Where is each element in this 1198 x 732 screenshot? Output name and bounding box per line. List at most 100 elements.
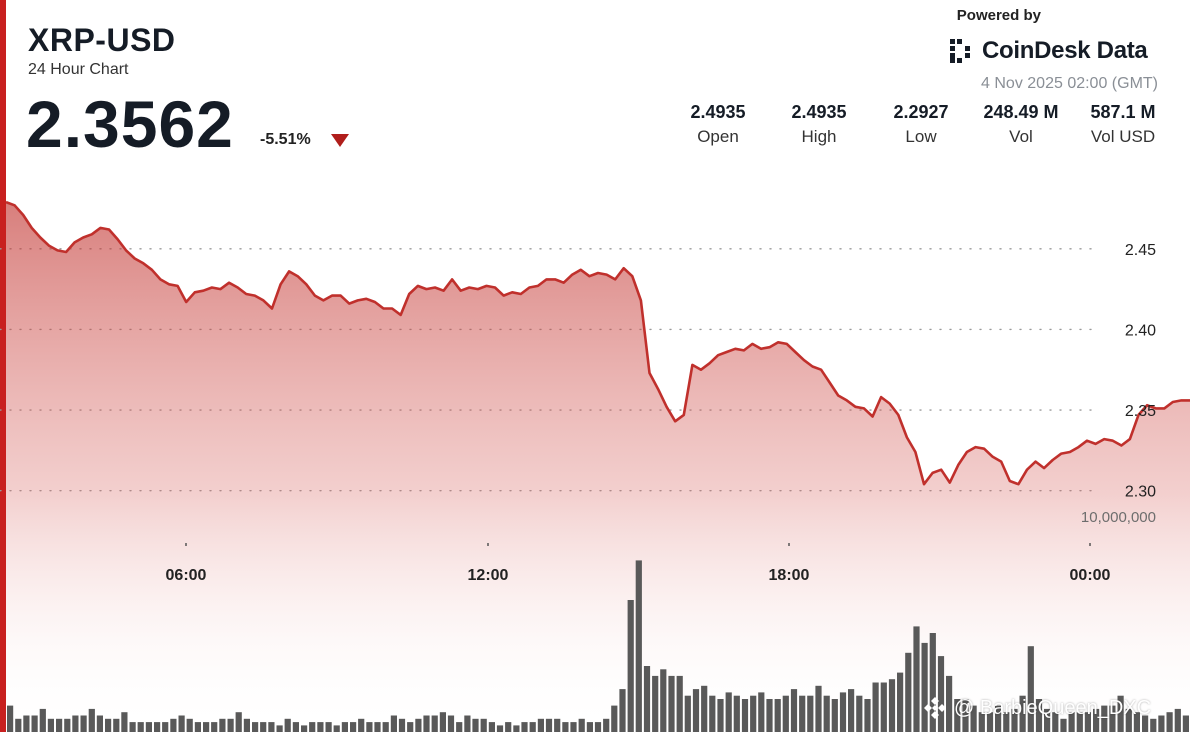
x-tick-label: 00:00 xyxy=(1070,567,1111,584)
volume-bar xyxy=(1101,705,1108,732)
volume-bar xyxy=(570,722,577,732)
y-tick-label: 2.30 xyxy=(1125,484,1156,501)
volume-bar xyxy=(1011,708,1018,732)
volume-bar xyxy=(309,722,316,732)
pair-title: XRP-USD xyxy=(28,22,176,58)
volume-bar xyxy=(831,699,838,732)
volume-bar xyxy=(1182,715,1189,732)
volume-bar xyxy=(717,699,724,732)
volume-bar xyxy=(676,675,683,732)
volume-bar xyxy=(325,722,332,732)
volume-bar xyxy=(946,675,953,732)
chart-timestamp: 4 Nov 2025 02:00 (GMT) xyxy=(981,75,1158,92)
price-series-line xyxy=(5,200,1190,486)
volume-bar xyxy=(284,718,291,732)
volume-bar xyxy=(562,722,569,732)
powered-by-label: Powered by xyxy=(956,7,1041,24)
stat-vol: 248.49 M Vol xyxy=(966,100,1076,150)
volume-bar xyxy=(398,718,406,732)
volume-bar xyxy=(782,695,789,732)
volume-bar xyxy=(64,718,71,732)
volume-bar xyxy=(978,712,985,732)
volume-bar xyxy=(872,682,879,732)
volume-bar xyxy=(921,642,928,732)
stat-vol-usd: 587.1 M Vol USD xyxy=(1068,100,1178,150)
volume-bar xyxy=(203,722,210,732)
volume-bar xyxy=(725,692,732,732)
volume-bar xyxy=(545,718,553,732)
volume-bar xyxy=(537,718,544,732)
volume-bar xyxy=(611,705,618,732)
volume-bar xyxy=(447,715,455,732)
volume-bar xyxy=(39,708,46,732)
volume-bar xyxy=(741,699,749,732)
stat-label: Vol xyxy=(1009,127,1033,146)
volume-bar xyxy=(178,715,185,732)
volume-bar xyxy=(47,718,54,732)
x-tick-label: 18:00 xyxy=(769,567,810,584)
volume-bar xyxy=(276,725,283,732)
stat-value: 2.4935 xyxy=(690,102,746,122)
volume-bar xyxy=(431,715,438,732)
volume-bar xyxy=(521,722,528,732)
volume-bar xyxy=(219,718,226,732)
volume-bar xyxy=(529,722,536,732)
volume-bar xyxy=(292,722,299,732)
volume-bar xyxy=(823,695,830,732)
volume-bar xyxy=(594,722,602,732)
volume-bar xyxy=(252,722,259,732)
volume-bar xyxy=(1093,708,1100,732)
volume-bar xyxy=(937,656,945,732)
volume-bar xyxy=(154,722,161,732)
volume-bar xyxy=(970,705,977,732)
volume-bar xyxy=(897,672,904,732)
stat-value: 2.2927 xyxy=(893,102,949,122)
volume-bar xyxy=(423,715,430,732)
stat-low: 2.2927 Low xyxy=(866,100,976,150)
volume-bar xyxy=(317,722,324,732)
volume-bar xyxy=(1044,708,1051,732)
volume-bar xyxy=(766,699,773,732)
volume-scale-label: 10,000,000 xyxy=(1081,509,1156,526)
volume-bar xyxy=(15,718,22,732)
volume-bar xyxy=(603,718,610,732)
volume-bar xyxy=(1035,699,1043,732)
volume-bar xyxy=(888,679,896,732)
binance-diamond-icon xyxy=(924,697,946,719)
volume-bar xyxy=(913,626,920,732)
stat-high: 2.4935 High xyxy=(764,100,874,150)
price-area xyxy=(6,202,1190,732)
volume-bar xyxy=(1125,708,1132,732)
volume-bar xyxy=(880,682,887,732)
volume-bar xyxy=(227,718,234,732)
volume-bar xyxy=(1158,715,1165,732)
volume-bar xyxy=(848,689,855,732)
volume-bar xyxy=(505,722,512,732)
volume-bar xyxy=(23,715,30,732)
volume-bar xyxy=(480,718,487,732)
volume-bar xyxy=(358,718,365,732)
volume-bar xyxy=(456,722,463,732)
volume-bar xyxy=(578,718,585,732)
volume-bar xyxy=(1076,712,1083,732)
volume-bar xyxy=(415,718,422,732)
volume-bar xyxy=(268,722,275,732)
volume-bar xyxy=(186,718,193,732)
current-price: 2.3562 xyxy=(26,87,234,161)
stat-label: High xyxy=(801,127,837,146)
volume-bar xyxy=(807,695,814,732)
brand-name: CoinDesk Data xyxy=(982,37,1148,64)
stat-value: 587.1 M xyxy=(1090,102,1156,122)
x-tick-label: 06:00 xyxy=(166,567,207,584)
stat-open: 2.4935 Open xyxy=(663,100,773,150)
volume-bar xyxy=(660,669,667,732)
volume-bar xyxy=(72,715,79,732)
y-tick-label: 2.35 xyxy=(1125,403,1156,420)
volume-bar xyxy=(96,715,103,732)
volume-bar xyxy=(56,718,63,732)
coindesk-data-logo[interactable]: CoinDesk Data xyxy=(948,36,1148,66)
x-tick-label: 12:00 xyxy=(468,567,509,584)
volume-bar xyxy=(260,722,267,732)
volume-bar xyxy=(366,722,373,732)
